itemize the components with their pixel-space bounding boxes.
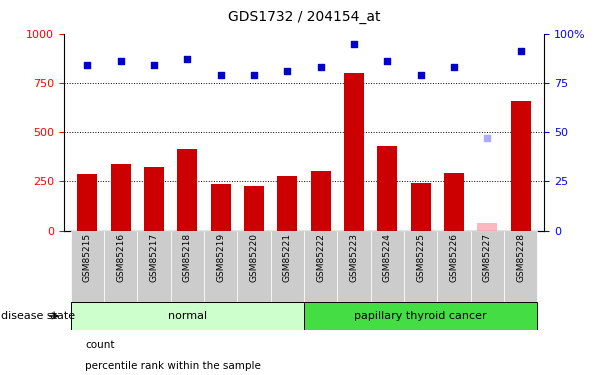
Text: GSM85221: GSM85221 (283, 233, 292, 282)
Bar (71, 231, 104, 302)
Point (382, 58, 392, 64)
Point (82, 62, 92, 68)
Bar (111, 164, 131, 231)
Bar (304, 231, 337, 302)
Text: papillary thyroid cancer: papillary thyroid cancer (354, 311, 487, 321)
Point (182, 56, 192, 62)
Text: GSM85215: GSM85215 (83, 233, 92, 282)
Text: GSM85228: GSM85228 (516, 233, 525, 282)
Bar (137, 231, 171, 302)
Bar (411, 183, 430, 231)
Text: GSM85219: GSM85219 (216, 233, 225, 282)
Point (316, 64, 325, 70)
Bar (437, 231, 471, 302)
Point (149, 62, 159, 68)
Point (249, 72, 259, 78)
Bar (204, 231, 237, 302)
Point (449, 64, 459, 70)
Bar (511, 101, 531, 231)
Bar (144, 166, 164, 231)
Text: GSM85217: GSM85217 (150, 233, 159, 282)
Point (516, 48, 526, 54)
Bar (71, 302, 304, 330)
Text: percentile rank within the sample: percentile rank within the sample (85, 361, 261, 370)
Point (416, 72, 426, 78)
Bar (404, 231, 437, 302)
Text: GSM85227: GSM85227 (483, 233, 492, 282)
Text: GSM85226: GSM85226 (449, 233, 458, 282)
Bar (104, 231, 137, 302)
Bar (378, 146, 398, 231)
Bar (244, 186, 264, 231)
Text: normal: normal (168, 311, 207, 321)
Text: count: count (85, 340, 115, 350)
Point (283, 68, 292, 74)
Text: GSM85216: GSM85216 (116, 233, 125, 282)
Bar (344, 73, 364, 231)
Bar (337, 231, 371, 302)
Text: disease state: disease state (1, 311, 75, 321)
Point (216, 72, 226, 78)
Bar (371, 231, 404, 302)
Text: GDS1732 / 204154_at: GDS1732 / 204154_at (228, 10, 380, 24)
Bar (444, 172, 464, 231)
Bar (237, 231, 271, 302)
Bar (271, 231, 304, 302)
Text: GSM85218: GSM85218 (183, 233, 192, 282)
Bar (210, 184, 230, 231)
Bar (171, 231, 204, 302)
Point (483, 135, 492, 141)
Bar (304, 302, 537, 330)
Bar (277, 177, 297, 231)
Bar (477, 223, 497, 231)
Text: GSM85224: GSM85224 (383, 233, 392, 282)
Bar (77, 174, 97, 231)
Point (349, 40, 359, 46)
Bar (471, 231, 504, 302)
Text: GSM85225: GSM85225 (416, 233, 425, 282)
Point (116, 58, 125, 64)
Text: GSM85223: GSM85223 (350, 233, 359, 282)
Text: GSM85222: GSM85222 (316, 233, 325, 282)
Bar (311, 171, 331, 231)
Text: GSM85220: GSM85220 (249, 233, 258, 282)
Bar (504, 231, 537, 302)
Bar (178, 149, 197, 231)
